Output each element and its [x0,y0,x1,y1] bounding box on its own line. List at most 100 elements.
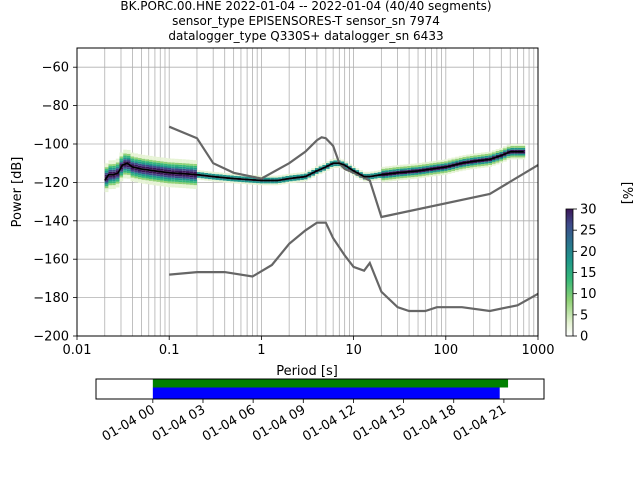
heatmap-cell [244,182,249,185]
heatmap-cell [480,162,485,165]
heatmap-cell [322,168,327,171]
heatmap-cell [123,149,127,152]
heatmap-cell [152,171,157,174]
heatmap-cell [160,176,164,179]
heatmap-cell [108,162,113,165]
y-tick-label: −160 [33,253,69,268]
heatmap-cell [149,161,153,164]
heatmap-cell [178,176,183,179]
heatmap-cell [396,167,400,169]
heatmap-cell [130,158,135,161]
heatmap-cell [514,151,518,154]
heatmap-cell [141,156,146,159]
heatmap-cell [385,172,389,175]
heatmap-cell [137,181,142,184]
title-line-3: datalogger_type Q330S+ datalogger_sn 643… [168,29,443,43]
heatmap-cell [440,169,445,172]
heatmap-cell [104,167,109,170]
heatmap-cell [399,168,404,171]
heatmap-cell [204,171,209,173]
heatmap-cell [510,153,515,156]
heatmap-cell [193,164,197,166]
colorbar: 0 5 10 15 20 25 30 [%] [565,182,634,345]
heatmap-cell [388,167,393,170]
heatmap-cell [237,174,242,177]
heatmap-cell [444,168,448,171]
heatmap-cell [193,171,197,174]
heatmap-cell [145,159,150,162]
heatmap-cell [126,149,131,152]
heatmap-cell [521,157,526,160]
heatmap-cell [396,176,400,179]
heatmap-cell [484,161,489,164]
heatmap-cell [167,181,172,184]
y-tick-label: −80 [42,99,69,114]
heatmap-cell [226,175,231,178]
heatmap-cell [185,176,190,179]
heatmap-cell [314,168,319,170]
heatmap-cell [171,177,175,180]
heatmap-cell [119,179,124,182]
heatmap-cell [108,185,113,188]
heatmap-cell [495,156,500,159]
heatmap-cell [488,155,492,158]
heatmap-cell [503,155,507,158]
heatmap-cell [104,169,109,171]
heatmap-cell [185,159,190,162]
heatmap-cell [484,165,489,168]
heatmap-cell [152,156,157,159]
heatmap-cell [137,159,142,162]
colorbar-tick-label: 15 [580,266,597,281]
heatmap-cell [447,169,452,172]
heatmap-cell [189,180,194,183]
heatmap-cell [130,152,135,155]
heatmap-cell [462,162,467,165]
y-tick-label: −200 [33,330,69,345]
heatmap-cell [388,169,393,172]
heatmap-cell [104,184,109,187]
heatmap-cell [152,179,157,182]
heatmap-cell [491,156,496,159]
heatmap-cell [303,171,308,174]
heatmap-cell [244,176,249,179]
heatmap-cell [414,165,419,168]
heatmap-cell [418,164,422,167]
heatmap-cell [123,151,127,154]
heatmap-cell [510,147,515,150]
heatmap-cell [156,181,161,184]
heatmap-cell [237,176,242,179]
heatmap-cell [196,170,201,173]
heatmap-cell [480,158,485,161]
heatmap-cell [112,160,116,163]
heatmap-cell [311,173,315,176]
heatmap-cell [303,177,308,180]
heatmap-cell [436,164,441,167]
heatmap-cell [130,154,135,157]
heatmap-cell [167,173,172,176]
heatmap-cell [436,169,441,172]
heatmap-cell [473,153,478,156]
heatmap-cell [432,164,437,167]
heatmap-cell [152,164,157,167]
heatmap-cell [373,172,378,175]
heatmap-cell [326,161,330,164]
heatmap-cell [145,157,150,160]
heatmap-cell [104,180,109,183]
heatmap-cell [499,151,504,154]
heatmap-cell [429,163,433,166]
heatmap-cell [418,170,422,173]
heatmap-cell [182,184,186,187]
heatmap-cell [171,164,175,167]
heatmap-cell [473,161,478,163]
heatmap-cell [458,169,463,172]
heatmap-cell [193,181,197,184]
heatmap-cell [333,160,338,163]
heatmap-cell [193,162,197,165]
heatmap-cell [344,163,349,166]
heatmap-cell [385,166,389,169]
y-axis-label: Power [dB] [10,157,25,228]
heatmap-cell [506,146,511,149]
heatmap-cell [182,182,186,185]
heatmap-cell [171,185,175,188]
